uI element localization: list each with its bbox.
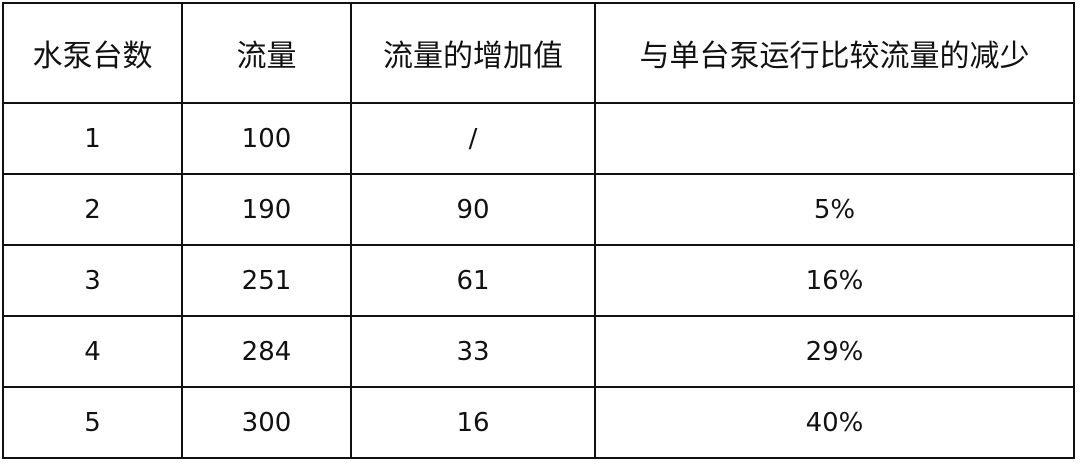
- table-row: 5 300 16 40%: [2, 386, 1075, 459]
- cell-flow: 100: [181, 102, 352, 175]
- cell-flow-increase: 61: [350, 244, 596, 317]
- cell-flow-reduction: [594, 102, 1075, 175]
- cell-pump-count: 4: [2, 315, 183, 388]
- cell-flow: 284: [181, 315, 352, 388]
- cell-flow-increase: 90: [350, 173, 596, 246]
- header-flow: 流量: [181, 2, 352, 104]
- cell-pump-count: 5: [2, 386, 183, 459]
- cell-flow-reduction: 5%: [594, 173, 1075, 246]
- table-header-row: 水泵台数 流量 流量的增加值 与单台泵运行比较流量的减少: [2, 2, 1075, 104]
- cell-flow-reduction: 40%: [594, 386, 1075, 459]
- header-flow-increase: 流量的增加值: [350, 2, 596, 104]
- cell-flow-reduction: 29%: [594, 315, 1075, 388]
- cell-flow-increase: /: [350, 102, 596, 175]
- cell-flow: 190: [181, 173, 352, 246]
- header-flow-reduction: 与单台泵运行比较流量的减少: [594, 2, 1075, 104]
- cell-flow-reduction: 16%: [594, 244, 1075, 317]
- cell-pump-count: 3: [2, 244, 183, 317]
- cell-flow: 251: [181, 244, 352, 317]
- table-row: 3 251 61 16%: [2, 244, 1075, 317]
- cell-flow: 300: [181, 386, 352, 459]
- header-pump-count: 水泵台数: [2, 2, 183, 104]
- table-row: 4 284 33 29%: [2, 315, 1075, 388]
- cell-pump-count: 1: [2, 102, 183, 175]
- cell-flow-increase: 33: [350, 315, 596, 388]
- table-row: 2 190 90 5%: [2, 173, 1075, 246]
- table-row: 1 100/: [2, 102, 1075, 175]
- pump-flow-table: 水泵台数 流量 流量的增加值 与单台泵运行比较流量的减少 1 100/2 190 90…: [2, 2, 1075, 459]
- cell-pump-count: 2: [2, 173, 183, 246]
- cell-flow-increase: 16: [350, 386, 596, 459]
